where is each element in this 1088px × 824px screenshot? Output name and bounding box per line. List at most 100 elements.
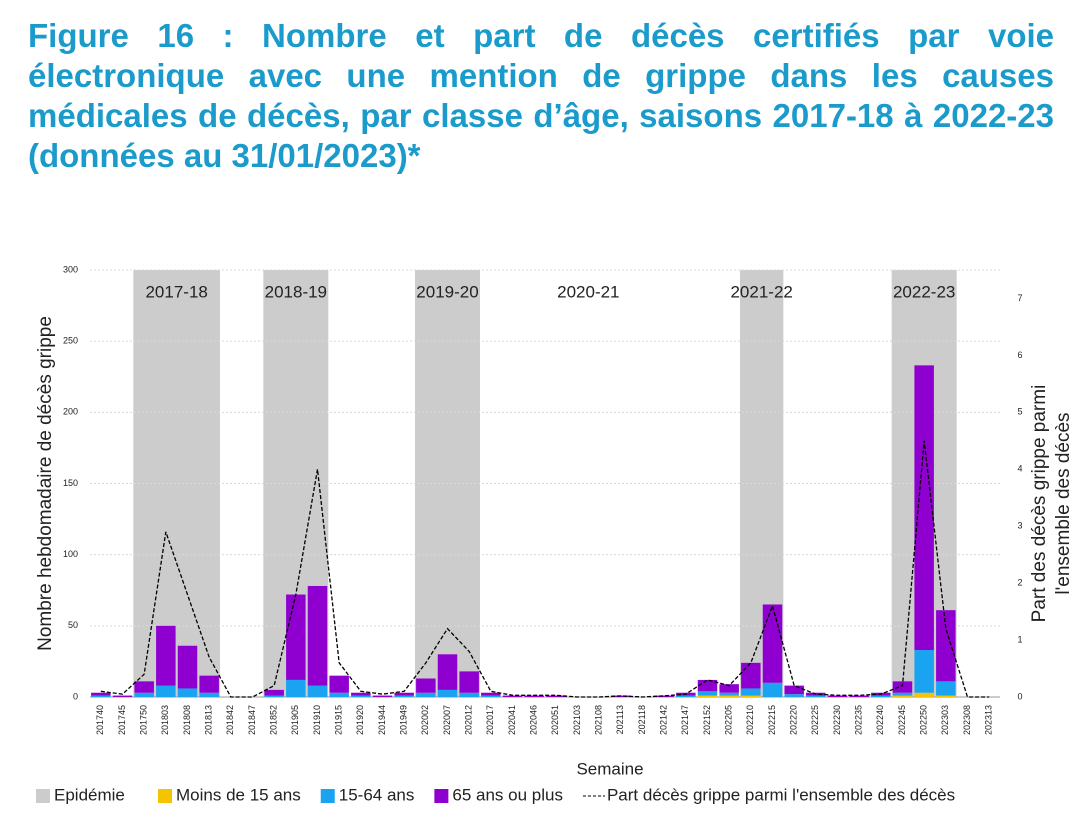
bar [546, 695, 566, 697]
bar [394, 695, 414, 697]
x-tick-label: 202118 [637, 705, 647, 734]
y-tick-label: 100 [63, 549, 78, 559]
bar [871, 695, 891, 697]
legend-swatch [434, 789, 449, 803]
x-tick-label: 202017 [485, 705, 495, 735]
x-tick-label: 202147 [680, 705, 690, 735]
season-label: 2021-22 [730, 282, 792, 301]
x-tick-label: 202225 [810, 705, 820, 735]
x-tick-label: 202103 [572, 705, 582, 735]
y-axis-label: Nombre hebdomadaire de décès grippe [35, 316, 56, 651]
x-tick-label: 201910 [312, 705, 322, 735]
season-label: 2019-20 [416, 282, 478, 301]
x-tick-label: 202152 [702, 705, 712, 735]
season-label: 2022-23 [893, 282, 955, 301]
bar [741, 662, 761, 689]
bar [459, 671, 479, 693]
bar [719, 692, 739, 696]
bar [892, 681, 913, 693]
bar [481, 695, 501, 697]
x-tick-label: 202313 [984, 705, 994, 735]
season-label: 2020-21 [557, 282, 619, 301]
bar [329, 692, 349, 697]
bar [914, 650, 934, 693]
bar [784, 694, 804, 697]
bar [351, 695, 371, 697]
x-tick-label: 202205 [724, 705, 734, 735]
bar [91, 692, 111, 696]
y2-tick-label: 7 [1017, 293, 1022, 303]
x-tick-label: 202215 [767, 705, 777, 735]
x-tick-label: 201920 [355, 705, 365, 735]
bar [437, 689, 458, 697]
bar [481, 692, 501, 696]
bar [156, 625, 176, 686]
bar [697, 691, 718, 696]
x-tick-label: 201808 [182, 705, 192, 735]
legend-label: Epidémie [54, 785, 125, 804]
legend-label: Part décès grippe parmi l'ensemble des d… [607, 785, 955, 804]
legend-swatch [158, 789, 172, 803]
x-tick-label: 201740 [95, 705, 105, 735]
y-tick-label: 250 [63, 336, 78, 346]
bar [177, 688, 198, 697]
bar [394, 692, 414, 696]
bar [329, 675, 349, 693]
bar [741, 688, 761, 696]
x-tick-label: 202113 [615, 705, 625, 734]
bar [524, 695, 544, 697]
x-tick-label: 202250 [919, 705, 929, 735]
x-tick-label: 202002 [420, 705, 430, 735]
y2-axis-label: l'ensemble des décès [1053, 412, 1074, 594]
bar [416, 692, 436, 697]
bar [806, 695, 826, 697]
bar [459, 692, 479, 697]
bar [784, 685, 804, 695]
chart-title: Figure 16 : Nombre et part de décès cert… [28, 17, 1054, 174]
bar [307, 585, 328, 686]
legend-label: Moins de 15 ans [176, 785, 301, 804]
bar [936, 695, 956, 697]
x-tick-label: 201905 [290, 705, 300, 735]
y2-tick-label: 2 [1017, 578, 1022, 588]
bar [719, 684, 739, 693]
x-tick-label: 202245 [897, 705, 907, 735]
x-tick-label: 202007 [442, 705, 452, 735]
x-tick-label: 202308 [962, 705, 972, 735]
x-tick-label: 201949 [399, 705, 409, 735]
bar [91, 695, 111, 697]
bar [134, 681, 154, 693]
bar [762, 682, 783, 697]
bar [351, 692, 371, 696]
bar [719, 695, 739, 697]
x-axis-label: Semaine [576, 759, 643, 778]
x-tick-label: 202142 [659, 705, 669, 735]
x-tick-label: 201847 [247, 705, 257, 735]
x-tick-label: 202046 [529, 705, 539, 735]
y-tick-label: 50 [68, 620, 78, 630]
x-tick-label: 202108 [594, 705, 604, 735]
y2-tick-label: 6 [1017, 350, 1022, 360]
bar [264, 689, 284, 696]
season-label: 2018-19 [265, 282, 327, 301]
legend-label: 15-64 ans [339, 785, 415, 804]
x-tick-label: 202303 [940, 705, 950, 735]
x-tick-label: 202051 [550, 705, 560, 735]
bar [914, 365, 934, 651]
x-tick-label: 202210 [745, 705, 755, 735]
y-tick-label: 0 [73, 691, 78, 701]
bar [307, 685, 328, 697]
y-tick-label: 300 [63, 264, 78, 274]
bar [892, 692, 913, 696]
bar [936, 610, 956, 682]
x-tick-label: 202012 [464, 705, 474, 735]
y2-axis-label: Part des décès grippe parmi [1029, 385, 1050, 623]
bar [199, 675, 219, 693]
bar [199, 692, 219, 697]
bar [936, 681, 956, 696]
bar [156, 685, 176, 697]
x-tick-label: 202041 [507, 705, 517, 735]
legend-label: 65 ans ou plus [452, 785, 563, 804]
